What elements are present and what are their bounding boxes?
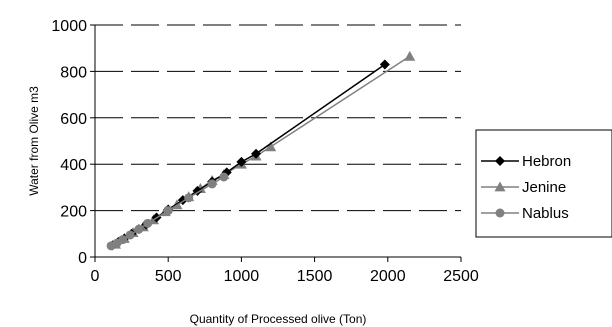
- data-point: [125, 230, 135, 240]
- y-axis-title: Water from Olive m3: [27, 86, 41, 196]
- data-point: [118, 235, 128, 245]
- data-point: [219, 172, 229, 182]
- data-point: [184, 193, 194, 203]
- y-tick-label: 400: [60, 157, 87, 174]
- data-point: [251, 148, 262, 159]
- series-layer: [106, 50, 416, 251]
- y-tick-label: 0: [78, 250, 87, 267]
- legend-item: Nablus: [481, 205, 569, 222]
- data-point: [265, 141, 277, 152]
- data-point: [404, 50, 416, 61]
- legend-label: Nablus: [522, 205, 569, 222]
- x-tick-labels: 0 500 1000 1500 2000 2500: [91, 257, 479, 285]
- legend-item: Hebron: [481, 153, 571, 170]
- data-point: [163, 206, 173, 216]
- y-tick-labels: 0 200 400 600 800 1000: [51, 18, 95, 267]
- y-tick-label: 1000: [51, 18, 87, 35]
- legend-box: [475, 129, 612, 238]
- legend-marker: [495, 156, 505, 166]
- x-tick-label: 2000: [370, 268, 406, 285]
- y-tick-label: 800: [60, 64, 87, 81]
- legend: Hebron Jenine Nablus: [475, 129, 612, 238]
- x-axis-title: Quantity of Processed olive (Ton): [190, 312, 367, 326]
- data-point: [236, 156, 247, 167]
- legend-marker: [495, 208, 505, 218]
- y-tick-label: 600: [60, 111, 87, 128]
- x-tick-label: 1500: [297, 268, 333, 285]
- data-point: [379, 59, 390, 70]
- series-nablus: [106, 172, 229, 251]
- x-tick-label: 2500: [443, 268, 479, 285]
- legend-label: Hebron: [522, 153, 571, 170]
- y-tick-label: 200: [60, 204, 87, 221]
- legend-item: Jenine: [481, 179, 566, 196]
- legend-marker: [494, 181, 506, 192]
- gridlines: [95, 24, 461, 212]
- x-tick-label: 500: [155, 268, 182, 285]
- data-point: [207, 179, 217, 189]
- data-point: [143, 218, 153, 228]
- x-tick-label: 0: [91, 268, 100, 285]
- legend-label: Jenine: [522, 179, 566, 196]
- x-tick-label: 1000: [224, 268, 260, 285]
- data-point: [134, 224, 144, 234]
